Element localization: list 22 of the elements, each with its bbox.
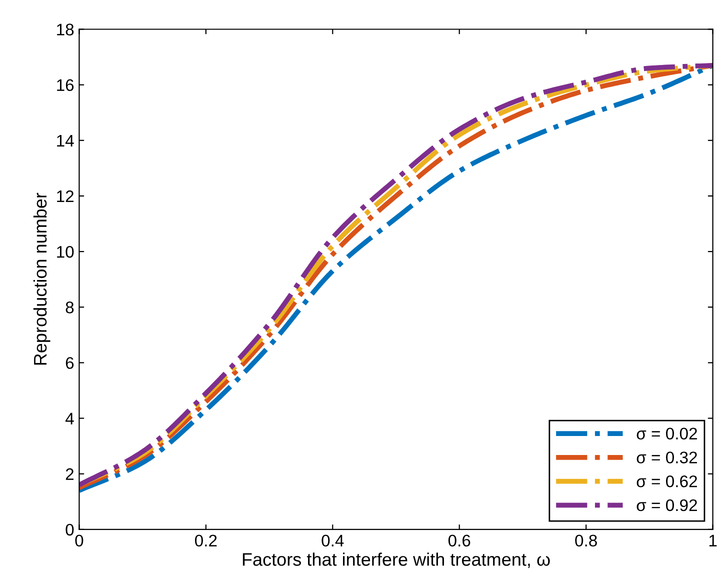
- y-tick-label: 2: [66, 468, 74, 480]
- y-tick-label: 6: [66, 357, 74, 369]
- y-tick-label: 16: [57, 79, 74, 92]
- y-tick-label: 4: [65, 412, 74, 424]
- legend-label: σ = 0.62: [636, 475, 697, 488]
- y-tick-label: 12: [57, 190, 74, 202]
- legend-label: σ = 0.32: [636, 452, 697, 464]
- x-tick-label: 0.2: [194, 534, 217, 547]
- y-tick-label: 18: [57, 24, 74, 36]
- x-tick-label: 1: [709, 534, 717, 546]
- x-tick-label: 0.8: [575, 534, 597, 547]
- x-tick-label: 0.4: [322, 534, 344, 547]
- y-tick-label: 8: [66, 302, 74, 314]
- x-axis-title: Factors that interfere with treatment, ω: [242, 552, 550, 568]
- legend-label: σ = 0.02: [636, 428, 697, 440]
- y-tick-label: 0: [66, 524, 74, 536]
- y-tick-label: 14: [57, 134, 74, 146]
- y-axis-title: Reproduction number: [33, 192, 50, 365]
- x-tick-label: 0.6: [448, 534, 470, 547]
- x-tick-label: 0: [75, 534, 84, 547]
- y-tick-label: 10: [57, 246, 74, 258]
- legend-label: σ = 0.92: [636, 499, 697, 512]
